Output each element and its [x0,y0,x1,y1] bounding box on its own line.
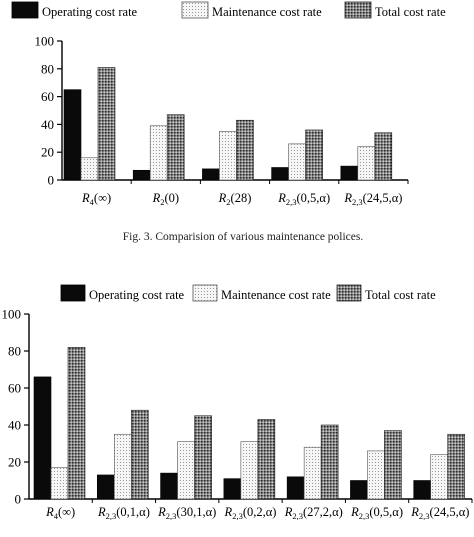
maintenance-bar [430,454,449,500]
legend-label-total: Total cost rate [375,5,446,19]
total-bar [384,430,402,500]
y-tick-label: 80 [8,344,21,359]
operating-bar [160,472,178,500]
legend-swatch-total [336,284,362,302]
y-tick-label: 80 [41,61,54,76]
y-tick-label: 40 [41,117,54,132]
y-tick-label: 20 [41,145,54,160]
maintenance-bar [240,441,259,500]
x-tick-label: R2,3(0,2,α) [224,505,277,521]
legend-swatch-maintenance [181,1,209,19]
operating-bar [96,474,115,500]
legend-swatch-maintenance [192,284,218,302]
operating-bar [340,165,359,181]
maintenance-bar [80,157,99,181]
total-bar [305,129,323,181]
legend-label-operating: Operating cost rate [89,288,185,302]
operating-bar [202,168,220,181]
operating-bar [271,167,289,181]
chart-top: Operating cost rate Maintenance cost rate… [11,1,446,207]
x-tick-label: R2(28) [218,191,252,207]
x-tick-label: R2,3(0,1,α) [97,505,150,521]
total-bar [236,119,254,181]
operating-bar [413,480,432,500]
operating-bar [223,478,242,500]
x-tick-label: R2,3(30,1,α) [157,505,216,521]
maintenance-bar [177,441,195,500]
operating-bar [132,169,151,181]
total-bar [194,415,212,500]
operating-bar [350,480,368,500]
total-bar [97,67,116,181]
y-tick-label: 0 [48,173,55,188]
total-bar [257,419,276,500]
maintenance-bar [303,446,322,500]
operating-bar [63,89,82,181]
total-bar [166,114,185,181]
y-tick-label: 60 [41,89,54,104]
x-tick-label: R4(∞) [81,191,111,207]
maintenance-bar [113,433,132,500]
x-tick-label: R2,3(0,5,α) [277,191,330,207]
legend-label-maintenance: Maintenance cost rate [212,5,322,19]
legend-label-total: Total cost rate [365,288,436,302]
legend-swatch-operating [11,1,39,19]
total-bar [67,346,86,500]
y-tick-label: 0 [15,492,22,507]
legend-swatch-operating [60,284,86,302]
total-bar [130,409,149,500]
figure-caption: Fig. 3. Comparision of various maintenan… [123,231,364,243]
chart-bottom: Operating cost rate Maintenance cost rate… [2,284,473,521]
maintenance-bar [50,467,69,500]
x-tick-label: R2,3(27,2,α) [284,505,343,521]
maintenance-bar [149,125,168,181]
total-bar [374,132,393,181]
legend-label-operating: Operating cost rate [42,5,138,19]
maintenance-bar [367,450,385,500]
operating-bar [33,376,52,500]
maintenance-bar [219,131,237,181]
x-tick-label: R2(0) [152,191,179,207]
y-tick-label: 100 [35,34,55,49]
total-bar [447,433,466,500]
legend-swatch-total [344,1,372,19]
y-tick-label: 20 [8,455,21,470]
maintenance-bar [288,143,306,181]
y-tick-label: 100 [2,307,22,322]
maintenance-bar [357,146,376,181]
x-tick-label: R2,3(24,5,α) [410,505,469,521]
y-tick-label: 40 [8,418,21,433]
x-tick-label: R4(∞) [45,505,75,521]
total-bar [320,424,339,500]
operating-bar [286,476,305,500]
x-tick-label: R2,3(24,5,α) [343,191,402,207]
y-tick-label: 60 [8,381,21,396]
legend-label-maintenance: Maintenance cost rate [221,288,331,302]
x-tick-label: R2,3(0,5,α) [350,505,403,521]
